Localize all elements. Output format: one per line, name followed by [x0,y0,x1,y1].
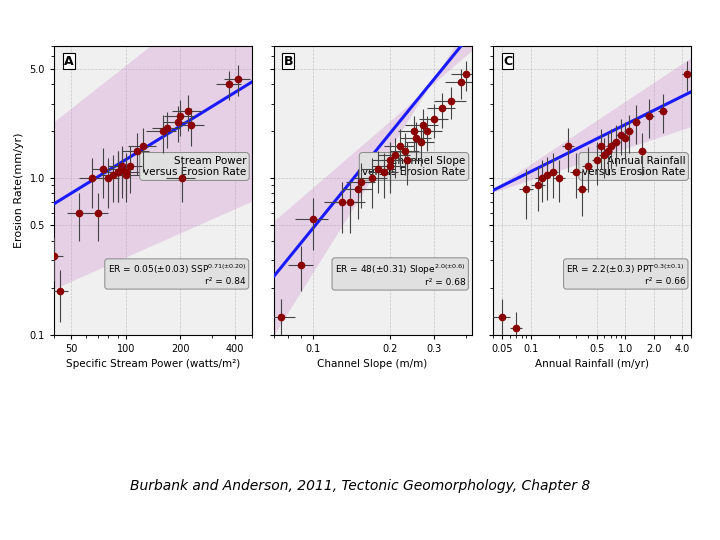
Text: B: B [284,55,293,68]
Y-axis label: Erosion Rate(mm/yr): Erosion Rate(mm/yr) [14,133,24,248]
Text: Channel Slope
versus Erosion Rate: Channel Slope versus Erosion Rate [362,156,466,177]
Text: C: C [503,55,512,68]
Text: Burbank and Anderson, 2011, Tectonic Geomorphology, Chapter 8: Burbank and Anderson, 2011, Tectonic Geo… [130,479,590,493]
X-axis label: Channel Slope (m/m): Channel Slope (m/m) [318,360,428,369]
Text: ER = 0.05(±0.03) SSP$^{0.71(±0.20)}$
r² = 0.84: ER = 0.05(±0.03) SSP$^{0.71(±0.20)}$ r² … [107,262,246,286]
Text: ER = 48(±0.31) Slope$^{2.0(±0.6)}$
r² = 0.68: ER = 48(±0.31) Slope$^{2.0(±0.6)}$ r² = … [335,262,466,287]
X-axis label: Specific Stream Power (watts/m²): Specific Stream Power (watts/m²) [66,360,240,369]
Text: ER = 2.2(±0.3) PPT$^{0.3(±0.1)}$
r² = 0.66: ER = 2.2(±0.3) PPT$^{0.3(±0.1)}$ r² = 0.… [567,262,685,286]
Text: Annual Rainfall
versus Erosion Rate: Annual Rainfall versus Erosion Rate [582,156,685,177]
Text: A: A [64,55,73,68]
X-axis label: Annual Rainfall (m/yr): Annual Rainfall (m/yr) [535,360,649,369]
Text: Stream Power
versus Erosion Rate: Stream Power versus Erosion Rate [143,156,246,177]
